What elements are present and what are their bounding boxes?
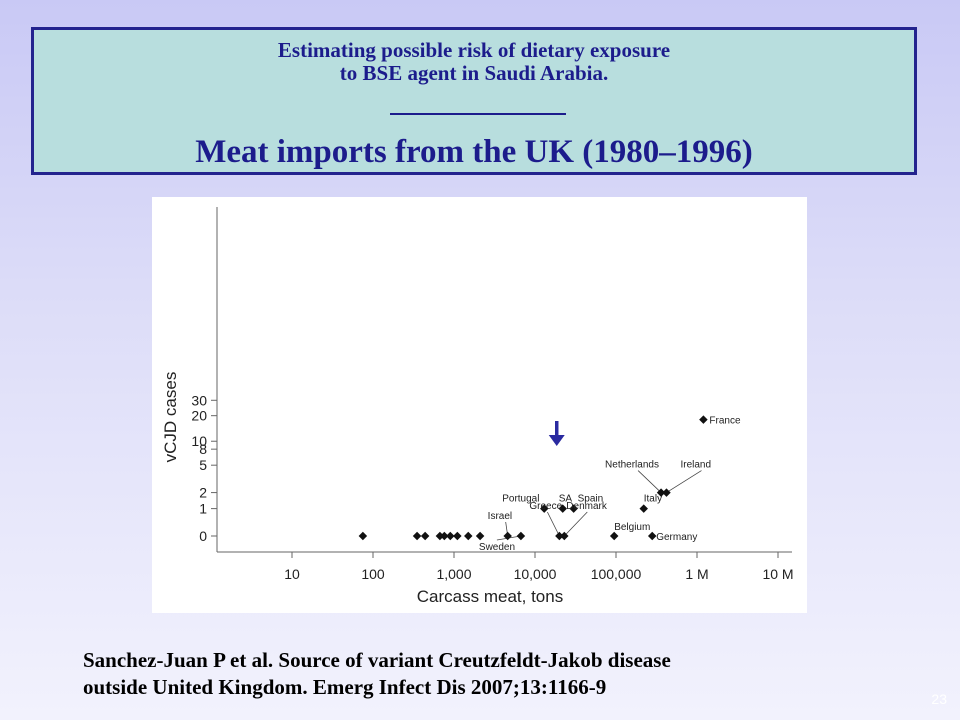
data-point [647, 531, 657, 541]
reference-line-1: Sanchez-Juan P et al. Source of variant … [83, 648, 671, 672]
country-label: Portugal [502, 494, 539, 505]
y-tick-label: 0 [199, 528, 207, 544]
arrow-head [548, 435, 565, 446]
y-tick-label: 20 [191, 408, 207, 424]
y-tick-label: 2 [199, 485, 207, 501]
x-tick-label: 1 M [685, 566, 708, 582]
country-label: Germany [656, 532, 697, 543]
data-point [569, 504, 578, 513]
country-label: Spain [578, 494, 604, 505]
leader-line [666, 470, 702, 493]
x-tick-label: 10,000 [514, 566, 557, 582]
x-axis-title: Carcass meat, tons [417, 587, 563, 606]
leader-line [637, 470, 662, 493]
slide-title: Meat imports from the UK (1980–1996) [195, 134, 753, 170]
y-tick-label: 8 [199, 441, 207, 457]
data-point [358, 531, 368, 541]
y-tick-label: 5 [199, 457, 207, 473]
data-point [475, 531, 485, 541]
data-point [516, 531, 526, 541]
country-label: France [709, 416, 741, 427]
data-point [453, 531, 462, 541]
leader-line [564, 511, 588, 537]
data-point [656, 488, 666, 497]
country-label: SA [559, 494, 573, 505]
data-point [662, 488, 671, 497]
country-labels: Portugal SA Spain Italy Netherlands Ireland Fr… [479, 416, 741, 553]
country-label: Netherlands [605, 460, 659, 471]
country-label: Sweden [479, 542, 515, 553]
y-tick-label: 1 [199, 501, 207, 517]
y-tick-label: 10 [191, 433, 207, 449]
country-label: Israel [488, 511, 512, 522]
title-box: Estimating possible risk of dietary expo… [31, 27, 917, 175]
x-tick-label: 10 [284, 566, 300, 582]
data-point [560, 531, 569, 541]
data-point [440, 531, 449, 541]
down-arrow-icon [548, 421, 565, 446]
country-label: Denmark [566, 501, 608, 512]
data-points [358, 415, 708, 541]
title-line-1: Estimating possible risk of dietary expo… [277, 38, 671, 62]
x-tick-label: 10 M [762, 566, 793, 582]
country-label: Italy [644, 494, 662, 505]
y-tick-label: 30 [191, 392, 207, 408]
country-label: Belgium [614, 522, 650, 533]
data-point [420, 531, 430, 541]
data-point [699, 415, 708, 424]
leader-line [547, 511, 560, 537]
reference-line-2: outside United Kingdom. Emerg Infect Dis… [83, 675, 607, 699]
title-line-2: to BSE agent in Saudi Arabia. [339, 61, 609, 85]
x-tick-label: 100,000 [591, 566, 642, 582]
data-point [609, 531, 619, 541]
data-point [539, 504, 549, 513]
data-point [412, 531, 422, 541]
y-axis-title: vCJD cases [161, 372, 180, 463]
x-axis: 10 100 1,000 10,000 100,000 1 M 10 M [217, 551, 794, 582]
slide-number: 23 [931, 691, 947, 707]
title-divider [390, 113, 566, 115]
x-tick-label: 1,000 [436, 566, 471, 582]
data-point [558, 504, 567, 513]
reference-citation: Sanchez-Juan P et al. Source of variant … [83, 647, 883, 701]
data-point [446, 531, 455, 541]
data-point [639, 504, 648, 513]
country-label: Ireland [680, 460, 711, 471]
x-tick-label: 100 [361, 566, 385, 582]
data-point [503, 531, 512, 541]
data-point [464, 531, 473, 541]
country-label: Greece [529, 501, 562, 512]
chart-panel: 0 1 2 5 8 10 20 30 10 100 1,000 10,000 100,000 1 M 10… [152, 197, 807, 613]
data-point [435, 531, 445, 541]
